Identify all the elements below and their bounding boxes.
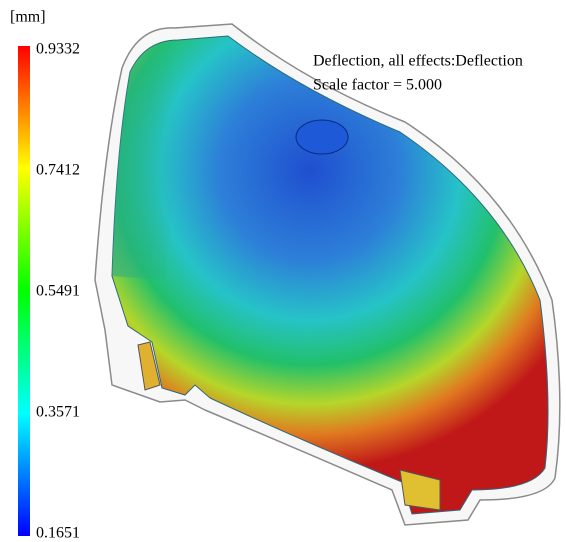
annotation: Deflection, all effects:Deflection — [313, 53, 523, 70]
colorbar-label: 0.9332 — [36, 41, 80, 58]
colorbar-label: 0.7412 — [36, 162, 80, 179]
colorbar-label: 0.5491 — [36, 283, 80, 300]
colorbar-label: 0.3571 — [36, 404, 80, 421]
colorbar-labels: 0.9332 0.7412 0.5491 0.3571 0.1651 — [36, 41, 80, 542]
colorbar-unit: [mm] — [10, 9, 46, 26]
boss — [296, 120, 348, 154]
colorbar-label: 0.1651 — [36, 525, 80, 542]
result-view: [mm] 0.9332 0.7412 0.5491 0.3571 0.1651 Defl… — [0, 0, 566, 542]
colorbar — [18, 46, 30, 536]
annotation: Scale factor = 5.000 — [313, 77, 442, 94]
deformed-part — [112, 36, 548, 514]
